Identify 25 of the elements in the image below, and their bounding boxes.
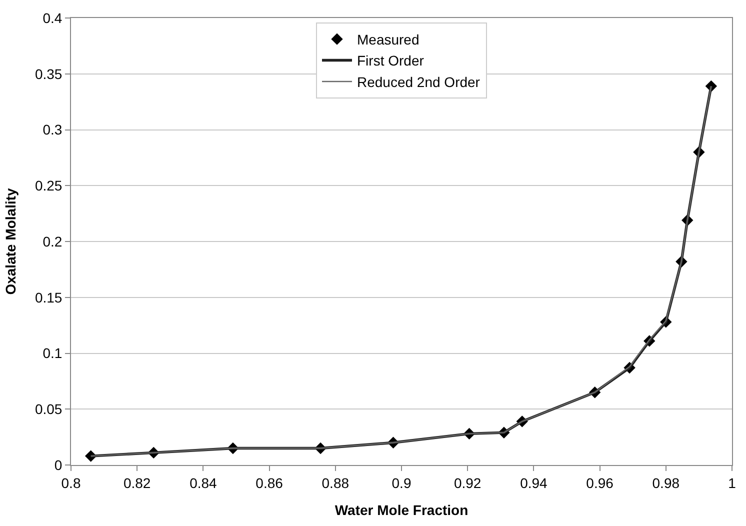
legend-label: Measured — [357, 32, 420, 48]
y-tick-label: 0.05 — [34, 401, 62, 418]
x-axis-title: Water Mole Fraction — [334, 502, 468, 518]
x-tick-label: 0.94 — [520, 474, 548, 491]
x-tick-label: 0.8 — [61, 474, 81, 491]
y-tick-label: 0 — [54, 456, 62, 473]
y-tick-label: 0.3 — [42, 122, 62, 138]
y-tick-label: 0.15 — [34, 289, 62, 306]
y-tick-label: 0.2 — [42, 233, 62, 250]
y-tick-label: 0.35 — [34, 66, 62, 82]
x-tick-label: 0.92 — [454, 474, 482, 491]
x-tick-label: 0.82 — [123, 474, 151, 491]
legend-label: Reduced 2nd Order — [357, 74, 480, 90]
x-tick-label: 0.9 — [392, 474, 412, 491]
x-tick-label: 1 — [728, 474, 736, 491]
x-tick-label: 0.84 — [190, 474, 218, 491]
x-tick-label: 0.86 — [256, 474, 284, 491]
x-tick-label: 0.96 — [586, 474, 614, 491]
x-tick-label: 0.88 — [322, 474, 350, 491]
y-tick-label: 0.25 — [34, 178, 62, 194]
legend-label: First Order — [357, 52, 424, 69]
y-tick-label: 0.1 — [42, 345, 62, 362]
x-tick-label: 0.98 — [652, 474, 680, 491]
y-tick-label: 0.4 — [42, 10, 62, 26]
y-axis-title: Oxalate Molality — [2, 188, 19, 295]
